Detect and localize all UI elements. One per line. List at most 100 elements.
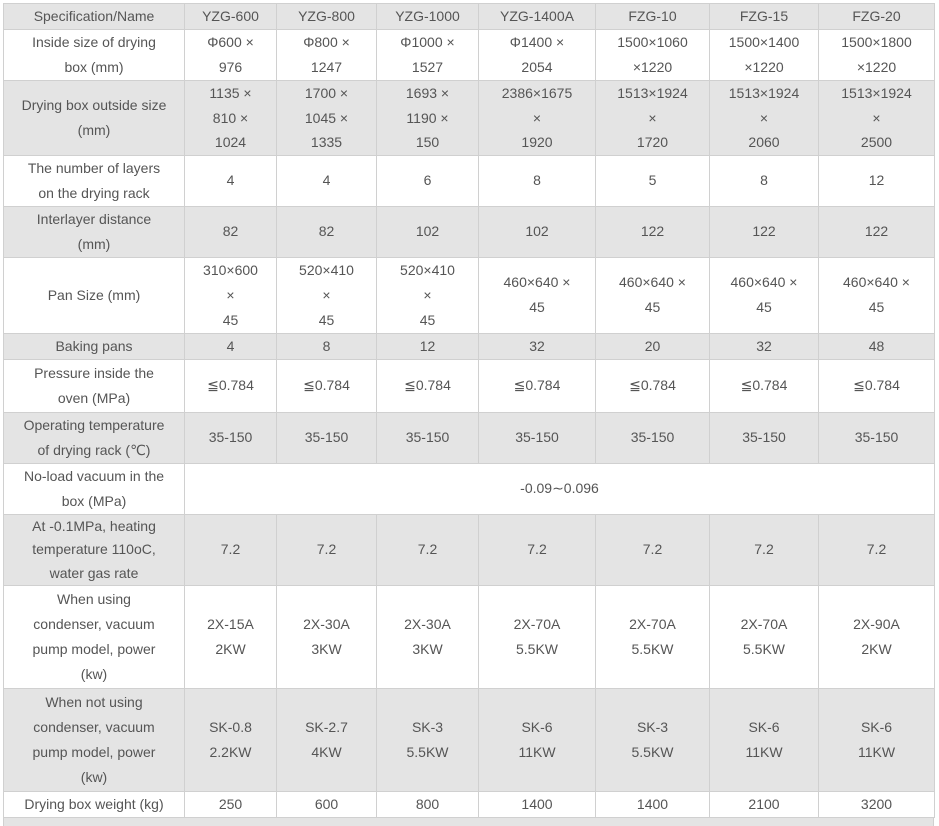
- value-pan-size-yzg-1400a: 460×640 × 45: [478, 256, 596, 334]
- row-label-water-gas-rate: At -0.1MPa, heating temperature 110oC, w…: [3, 513, 185, 586]
- value-outside-size-yzg-800: 1700 × 1045 × 1335: [276, 80, 377, 156]
- value-pump-without-condenser-fzg-20: SK-6 11KW: [818, 688, 935, 792]
- value-pump-without-condenser-yzg-800: SK-2.7 4KW: [276, 688, 377, 792]
- value-inside-size-yzg-800: Φ800 × 1247: [276, 29, 377, 81]
- value-pressure-yzg-1400a: ≦0.784: [478, 358, 596, 413]
- value-pressure-fzg-20: ≦0.784: [818, 358, 935, 413]
- value-box-weight-yzg-1400a: 1400: [478, 791, 596, 818]
- column-header-yzg-600: YZG-600: [184, 3, 277, 30]
- value-pressure-yzg-600: ≦0.784: [184, 358, 277, 413]
- value-pan-size-yzg-800: 520×410 × 45: [276, 256, 377, 334]
- row-inside-size: Inside size of drying box (mm) Φ600 × 97…: [3, 29, 935, 81]
- row-interlayer-distance: Interlayer distance (mm) 82 82 102 102 1…: [3, 205, 935, 258]
- column-header-yzg-800: YZG-800: [276, 3, 377, 30]
- value-layers-yzg-600: 4: [184, 154, 277, 207]
- value-water-gas-rate-yzg-800: 7.2: [276, 513, 377, 586]
- row-label-pump-with-condenser: When using condenser, vacuum pump model,…: [3, 585, 185, 689]
- value-pump-with-condenser-yzg-1400a: 2X-70A 5.5KW: [478, 585, 596, 689]
- next-row-sliver: [3, 818, 934, 826]
- row-baking-pans: Baking pans 4 8 12 32 20 32 48: [3, 332, 935, 360]
- value-inside-size-fzg-20: 1500×1800 ×1220: [818, 29, 935, 81]
- table-wrapper: Specification/Name YZG-600 YZG-800 YZG-1…: [3, 3, 935, 826]
- row-label-interlayer-distance: Interlayer distance (mm): [3, 205, 185, 258]
- row-label-inside-size: Inside size of drying box (mm): [3, 29, 185, 81]
- value-inside-size-yzg-1400a: Φ1400 × 2054: [478, 29, 596, 81]
- value-operating-temperature-yzg-1400a: 35-150: [478, 411, 596, 464]
- value-pump-with-condenser-yzg-1000: 2X-30A 3KW: [376, 585, 479, 689]
- value-layers-yzg-1400a: 8: [478, 154, 596, 207]
- row-label-baking-pans: Baking pans: [3, 332, 185, 360]
- value-outside-size-yzg-600: 1135 × 810 × 1024: [184, 80, 277, 156]
- value-interlayer-distance-fzg-10: 122: [595, 205, 710, 258]
- row-water-gas-rate: At -0.1MPa, heating temperature 110oC, w…: [3, 513, 935, 586]
- value-baking-pans-yzg-1400a: 32: [478, 332, 596, 360]
- row-box-weight: Drying box weight (kg) 250 600 800 1400 …: [3, 791, 935, 818]
- row-layers: The number of layers on the drying rack …: [3, 154, 935, 207]
- value-inside-size-yzg-600: Φ600 × 976: [184, 29, 277, 81]
- value-pump-with-condenser-yzg-800: 2X-30A 3KW: [276, 585, 377, 689]
- value-pump-without-condenser-fzg-10: SK-3 5.5KW: [595, 688, 710, 792]
- value-layers-yzg-1000: 6: [376, 154, 479, 207]
- column-header-fzg-15: FZG-15: [709, 3, 819, 30]
- value-pump-without-condenser-yzg-1400a: SK-6 11KW: [478, 688, 596, 792]
- value-outside-size-fzg-20: 1513×1924 × 2500: [818, 80, 935, 156]
- value-water-gas-rate-yzg-600: 7.2: [184, 513, 277, 586]
- value-baking-pans-yzg-800: 8: [276, 332, 377, 360]
- header-row: Specification/Name YZG-600 YZG-800 YZG-1…: [3, 3, 935, 30]
- value-pan-size-yzg-600: 310×600 × 45: [184, 256, 277, 334]
- value-water-gas-rate-yzg-1400a: 7.2: [478, 513, 596, 586]
- value-water-gas-rate-yzg-1000: 7.2: [376, 513, 479, 586]
- value-pump-with-condenser-fzg-10: 2X-70A 5.5KW: [595, 585, 710, 689]
- value-box-weight-yzg-1000: 800: [376, 791, 479, 818]
- value-interlayer-distance-yzg-1400a: 102: [478, 205, 596, 258]
- value-pump-without-condenser-yzg-600: SK-0.8 2.2KW: [184, 688, 277, 792]
- value-pan-size-fzg-20: 460×640 × 45: [818, 256, 935, 334]
- corner-header: Specification/Name: [3, 3, 185, 30]
- value-baking-pans-yzg-1000: 12: [376, 332, 479, 360]
- row-pump-with-condenser: When using condenser, vacuum pump model,…: [3, 585, 935, 689]
- value-layers-fzg-10: 5: [595, 154, 710, 207]
- value-pump-without-condenser-yzg-1000: SK-3 5.5KW: [376, 688, 479, 792]
- value-baking-pans-fzg-20: 48: [818, 332, 935, 360]
- value-outside-size-yzg-1400a: 2386×1675 × 1920: [478, 80, 596, 156]
- row-label-outside-size: Drying box outside size (mm): [3, 80, 185, 156]
- value-pump-with-condenser-fzg-15: 2X-70A 5.5KW: [709, 585, 819, 689]
- value-operating-temperature-yzg-600: 35-150: [184, 411, 277, 464]
- value-pump-with-condenser-fzg-20: 2X-90A 2KW: [818, 585, 935, 689]
- value-operating-temperature-fzg-20: 35-150: [818, 411, 935, 464]
- row-label-box-weight: Drying box weight (kg): [3, 791, 185, 818]
- row-label-operating-temperature: Operating temperature of drying rack (℃): [3, 411, 185, 464]
- value-operating-temperature-fzg-15: 35-150: [709, 411, 819, 464]
- value-box-weight-fzg-10: 1400: [595, 791, 710, 818]
- row-label-pump-without-condenser: When not using condenser, vacuum pump mo…: [3, 688, 185, 792]
- column-header-yzg-1400a: YZG-1400A: [478, 3, 596, 30]
- row-label-layers: The number of layers on the drying rack: [3, 154, 185, 207]
- value-inside-size-fzg-10: 1500×1060 ×1220: [595, 29, 710, 81]
- row-pan-size: Pan Size (mm) 310×600 × 45 520×410 × 45 …: [3, 256, 935, 334]
- value-box-weight-yzg-800: 600: [276, 791, 377, 818]
- value-inside-size-yzg-1000: Φ1000 × 1527: [376, 29, 479, 81]
- value-pressure-fzg-15: ≦0.784: [709, 358, 819, 413]
- value-interlayer-distance-fzg-15: 122: [709, 205, 819, 258]
- value-baking-pans-yzg-600: 4: [184, 332, 277, 360]
- specification-table: Specification/Name YZG-600 YZG-800 YZG-1…: [3, 3, 935, 818]
- column-header-yzg-1000: YZG-1000: [376, 3, 479, 30]
- value-outside-size-yzg-1000: 1693 × 1190 × 150: [376, 80, 479, 156]
- value-baking-pans-fzg-15: 32: [709, 332, 819, 360]
- value-interlayer-distance-yzg-800: 82: [276, 205, 377, 258]
- value-water-gas-rate-fzg-10: 7.2: [595, 513, 710, 586]
- row-outside-size: Drying box outside size (mm) 1135 × 810 …: [3, 80, 935, 156]
- value-pump-with-condenser-yzg-600: 2X-15A 2KW: [184, 585, 277, 689]
- value-water-gas-rate-fzg-15: 7.2: [709, 513, 819, 586]
- merged-value-no-load-vacuum: -0.09∼0.096: [184, 462, 935, 515]
- value-box-weight-yzg-600: 250: [184, 791, 277, 818]
- value-pump-without-condenser-fzg-15: SK-6 11KW: [709, 688, 819, 792]
- row-label-no-load-vacuum: No-load vacuum in the box (MPa): [3, 462, 185, 515]
- value-box-weight-fzg-15: 2100: [709, 791, 819, 818]
- value-box-weight-fzg-20: 3200: [818, 791, 935, 818]
- value-outside-size-fzg-15: 1513×1924 × 2060: [709, 80, 819, 156]
- value-outside-size-fzg-10: 1513×1924 × 1720: [595, 80, 710, 156]
- value-layers-yzg-800: 4: [276, 154, 377, 207]
- row-pump-without-condenser: When not using condenser, vacuum pump mo…: [3, 688, 935, 792]
